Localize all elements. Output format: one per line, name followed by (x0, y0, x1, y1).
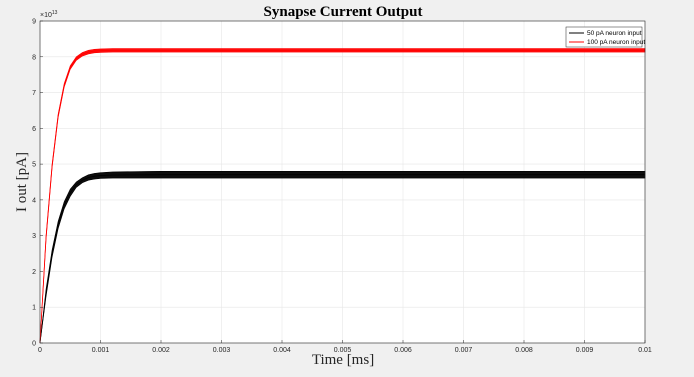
x-tick-label: 0.007 (455, 347, 473, 354)
y-exponent-base: ×10 (40, 12, 52, 19)
y-tick-label: 7 (32, 90, 36, 97)
y-tick-label: 2 (32, 269, 36, 276)
y-tick-label: 1 (32, 305, 36, 312)
y-tick-label: 4 (32, 197, 36, 204)
x-tick-labels: 0 0.001 0.002 0.003 0.004 0.005 0.006 0.007 0.00… (38, 340, 652, 354)
x-axis-label: Time [ms] (312, 352, 374, 368)
x-tick-label: 0.01 (638, 347, 652, 354)
x-tick-label: 0.005 (334, 347, 352, 354)
y-tick-label: 9 (32, 19, 36, 26)
y-tick-labels: 0 1 2 3 4 5 6 7 8 9 (32, 19, 43, 348)
y-tick-label: 8 (32, 54, 36, 61)
y-tick-label: 3 (32, 233, 36, 240)
x-tick-label: 0.009 (576, 347, 594, 354)
x-tick-label: 0 (38, 347, 42, 354)
y-axis-label: I out [pA] (14, 152, 30, 212)
x-tick-label: 0.008 (515, 347, 533, 354)
series-line-50pa (39, 174, 645, 344)
x-tick-label: 0.003 (213, 347, 231, 354)
y-tick-label: 5 (32, 162, 36, 169)
x-tick-label: 0.002 (152, 347, 170, 354)
series-line-100pa (39, 49, 645, 344)
legend-label-100pa: 100 pA neuron input (587, 39, 645, 46)
x-tick-label: 0.001 (92, 347, 110, 354)
legend-box (565, 26, 643, 48)
y-tick-label: 6 (32, 126, 36, 133)
y-exponent-power: 13 (52, 10, 58, 16)
x-tick-label: 0.006 (394, 347, 412, 354)
y-tick-label: 0 (32, 341, 36, 348)
chart-title: Synapse Current Output (264, 4, 423, 20)
y-exponent: ×1013 (40, 10, 58, 19)
x-tick-label: 0.004 (273, 347, 291, 354)
legend-label-50pa: 50 pA neuron input (587, 30, 642, 37)
legend: 50 pA neuron input 100 pA neuron input (565, 26, 645, 48)
